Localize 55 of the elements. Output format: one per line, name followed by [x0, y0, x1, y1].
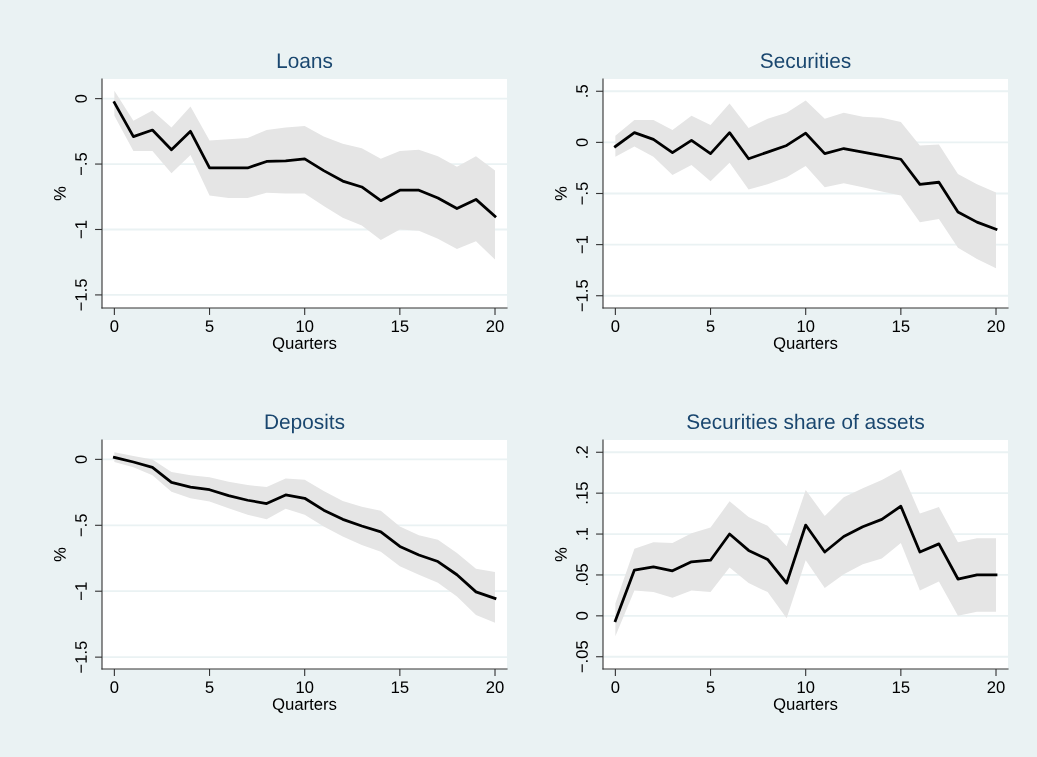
y-tick-label: −1.5 [576, 279, 588, 312]
line-series [613, 504, 998, 623]
chart-title: Securities share of assets [687, 413, 925, 430]
x-axis-title: Quarters [272, 337, 337, 352]
x-axis-title: Quarters [773, 698, 838, 713]
y-tick-label: 0 [576, 611, 588, 620]
x-tick-label: 0 [611, 320, 620, 333]
y-axis-title: % [54, 186, 66, 201]
y-tick-label: −1 [576, 235, 588, 254]
y-tick-label: −.05 [576, 640, 588, 673]
y-tick-label: .2 [576, 446, 588, 458]
x-tick-label: 10 [797, 320, 815, 333]
y-tick-label: .05 [576, 564, 588, 586]
x-tick-label: 10 [296, 320, 314, 333]
chart-title: Deposits [265, 413, 345, 434]
x-tick-label: 15 [391, 320, 409, 333]
x-tick-label: 20 [486, 681, 504, 694]
x-tick-label: 5 [706, 320, 715, 333]
chart-title: Loans [277, 53, 333, 69]
y-tick-label: −1.5 [75, 279, 87, 311]
y-tick-label: −1 [75, 220, 87, 239]
y-tick-label: .5 [576, 85, 588, 97]
x-axis-title: Quarters [773, 337, 838, 352]
y-tick-label: −.5 [75, 152, 87, 176]
x-tick-label: 5 [706, 681, 715, 694]
y-axis-title: % [555, 547, 567, 562]
y-axis-title: % [54, 547, 66, 562]
x-tick-label: 0 [110, 320, 119, 333]
x-tick-label: 10 [296, 681, 314, 694]
y-tick-label: 0 [576, 138, 588, 147]
y-tick-label: −1.5 [75, 641, 87, 673]
x-tick-label: 15 [892, 681, 910, 694]
x-tick-label: 15 [391, 681, 409, 694]
y-tick-label: −1 [75, 582, 87, 600]
y-tick-label: 0 [75, 455, 87, 464]
x-tick-label: 5 [205, 681, 214, 694]
x-tick-label: 15 [892, 320, 910, 333]
y-tick-label: −.5 [75, 514, 87, 537]
y-tick-label: .1 [576, 527, 588, 540]
x-tick-label: 0 [611, 681, 620, 694]
x-tick-label: 20 [486, 320, 504, 333]
y-tick-label: .15 [576, 482, 588, 504]
y-tick-label: 0 [75, 94, 87, 103]
chart-title: Securities [760, 52, 851, 69]
line-series [613, 131, 998, 231]
x-tick-label: 10 [797, 681, 815, 694]
y-axis-title: % [555, 186, 567, 201]
x-tick-label: 20 [987, 320, 1005, 333]
x-tick-label: 20 [987, 681, 1005, 694]
line-series [112, 456, 497, 600]
line-series [112, 101, 497, 218]
x-axis-title: Quarters [272, 698, 337, 713]
y-tick-label: −.5 [576, 182, 588, 205]
x-tick-label: 0 [110, 681, 119, 694]
x-tick-label: 5 [205, 320, 214, 333]
